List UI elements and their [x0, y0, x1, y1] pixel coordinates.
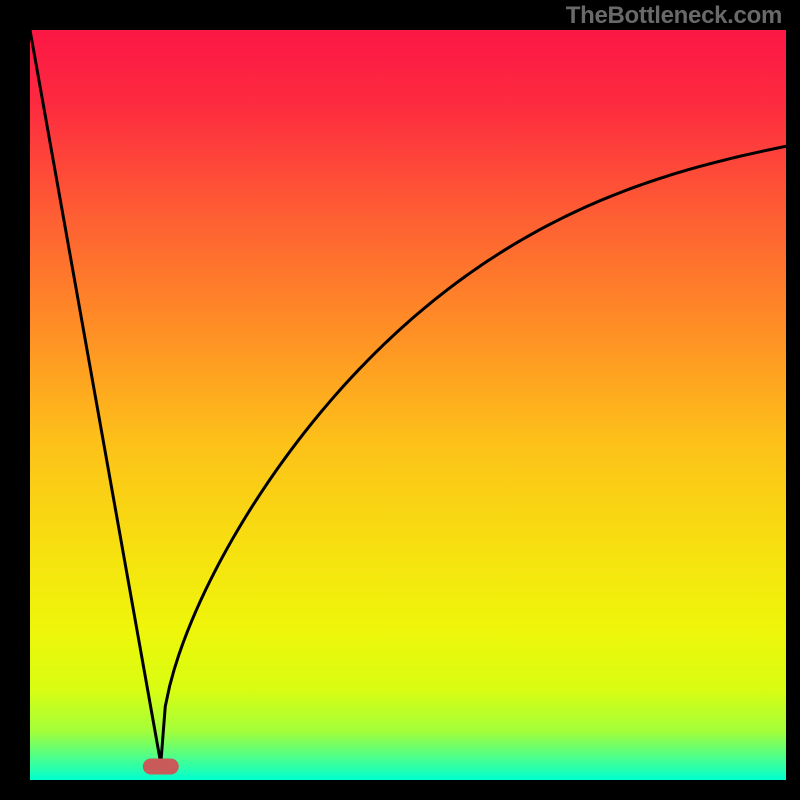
chart-frame: TheBottleneck.com [0, 0, 800, 800]
chart-svg [0, 0, 800, 800]
notch-marker [143, 759, 179, 775]
watermark-text: TheBottleneck.com [566, 2, 782, 30]
